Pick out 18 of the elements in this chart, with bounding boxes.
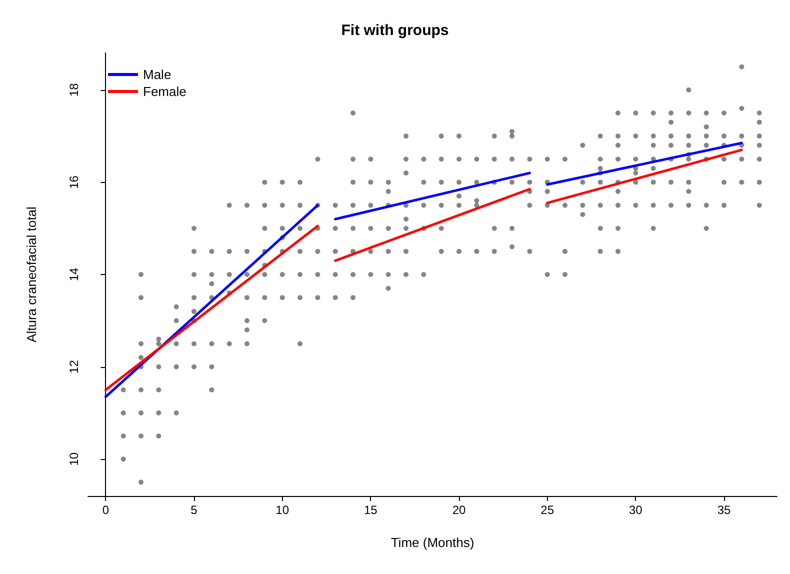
chart-title: Fit with groups: [341, 22, 449, 39]
y-tick-label: 10: [67, 452, 81, 466]
x-tick-label: 20: [452, 503, 466, 517]
x-tick-label: 15: [364, 503, 378, 517]
legend-label: Male: [143, 67, 172, 82]
y-tick-label: 18: [67, 82, 81, 97]
legend-label: Female: [143, 84, 186, 99]
x-tick-label: 10: [276, 503, 290, 517]
y-tick-label: 12: [67, 360, 81, 374]
x-tick-label: 25: [540, 503, 554, 517]
y-tick-label: 16: [67, 175, 81, 189]
x-axis-title: Time (Months): [390, 535, 474, 550]
x-tick-label: 0: [102, 503, 110, 517]
x-tick-label: 5: [190, 503, 198, 517]
y-tick-label: 14: [67, 268, 81, 282]
x-tick-label: 35: [717, 503, 731, 517]
x-tick-label: 30: [628, 503, 643, 517]
y-axis-title: Altura craneofacial total: [24, 206, 39, 342]
